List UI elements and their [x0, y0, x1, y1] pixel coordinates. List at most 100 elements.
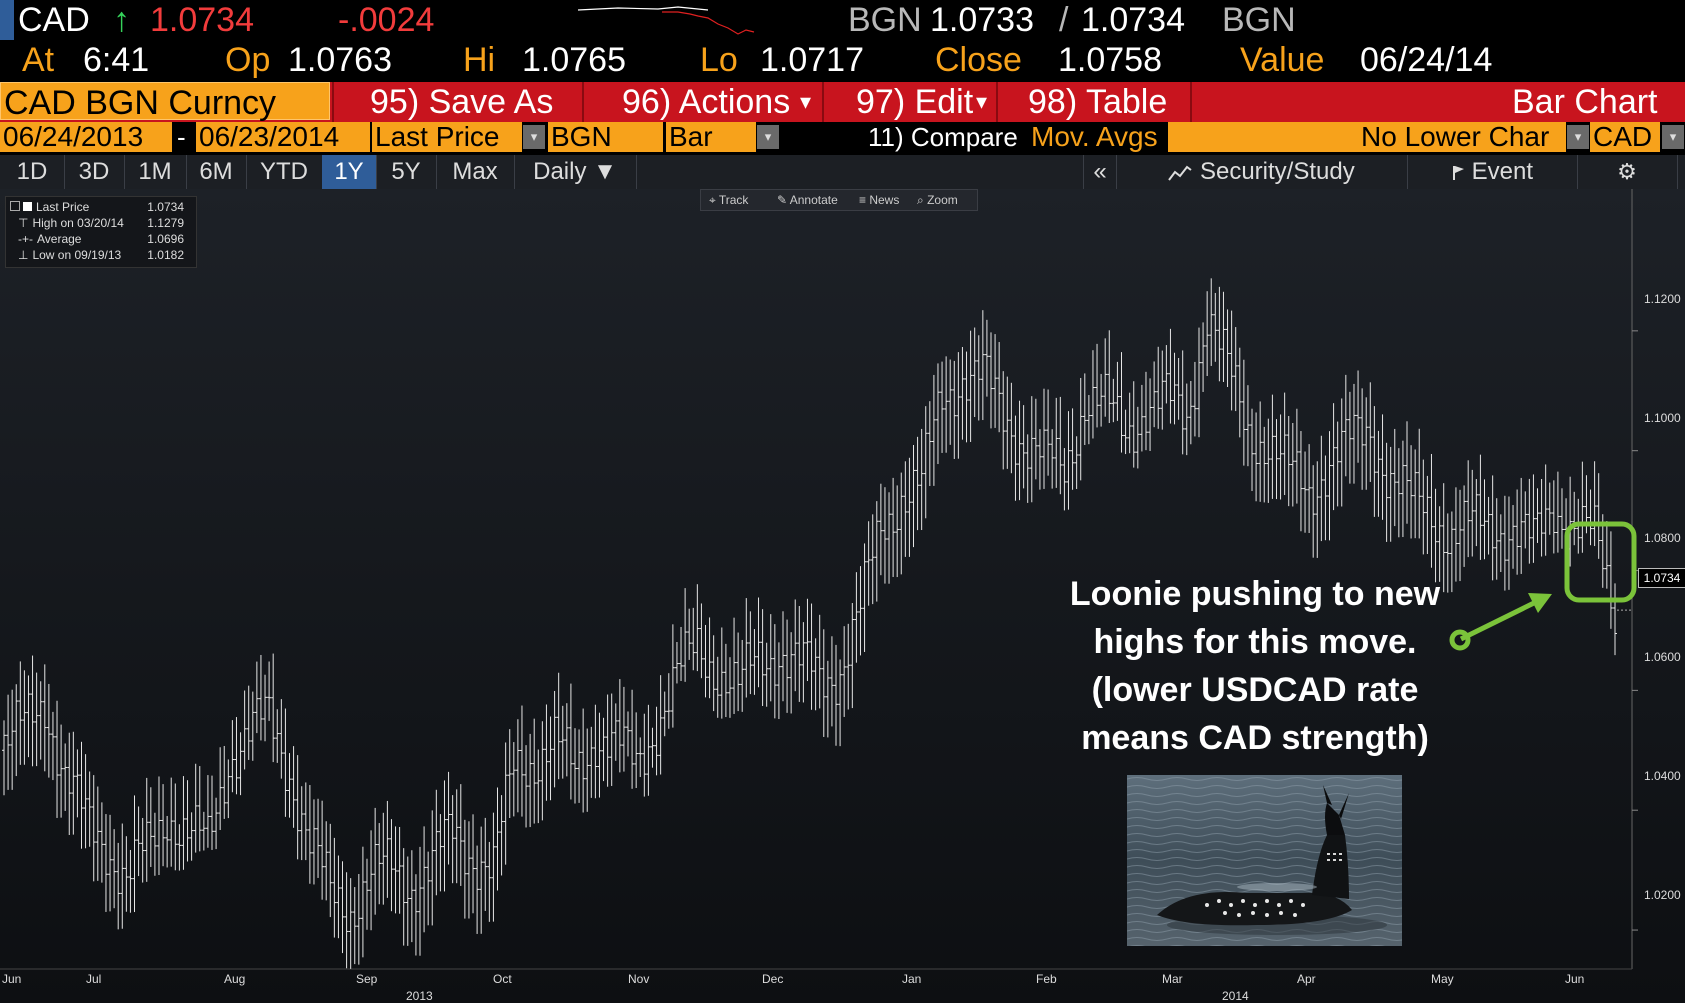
x-tick-label: Mar — [1162, 972, 1183, 986]
mov-avgs-field[interactable] — [1168, 122, 1358, 152]
lower-chart-select[interactable]: No Lower Char — [1358, 122, 1566, 152]
callout-arrow-line — [1459, 597, 1542, 642]
ask-price: 1.0734 — [1081, 1, 1185, 39]
tab-1y[interactable]: 1Y — [322, 155, 377, 189]
legend-label: Average — [37, 232, 82, 246]
chevron-down-icon[interactable]: ▾ — [800, 89, 812, 114]
chevron-down-icon[interactable]: ▾ — [523, 125, 545, 149]
net-change: -.0024 — [338, 1, 435, 39]
series-swatch-icon — [23, 202, 32, 211]
average-marker-icon: -+- — [18, 232, 33, 246]
gear-icon[interactable]: ⚙ — [1577, 155, 1678, 189]
chevron-down-icon[interactable]: ▾ — [1662, 125, 1684, 149]
menu-divider — [822, 82, 824, 122]
page-title: Bar Chart — [1512, 83, 1658, 121]
currency-field[interactable]: CAD — [1590, 122, 1660, 152]
actions-button[interactable]: 96) Actions — [622, 83, 791, 121]
legend-row-average: -+- Average 1.0696 — [10, 231, 190, 247]
y-tick-label: 1.0200 — [1644, 888, 1681, 902]
chart-panel — [0, 189, 1685, 1003]
chart-legend[interactable]: Last Price 1.0734 ⊤ High on 03/20/14 1.1279… — [5, 196, 197, 268]
callout-box — [1564, 521, 1637, 603]
x-tick-label: Jul — [86, 972, 102, 986]
tab-max[interactable]: Max — [436, 155, 515, 189]
menu-divider — [1190, 82, 1192, 122]
x-tick-label: Oct — [493, 972, 512, 986]
annotate-label: Annotate — [789, 193, 838, 207]
tab-1m[interactable]: 1M — [124, 155, 187, 189]
x-tick-label: Feb — [1036, 972, 1057, 986]
save-as-button[interactable]: 95) Save As — [370, 83, 554, 121]
tab-ytd[interactable]: YTD — [246, 155, 323, 189]
event-button[interactable]: Event — [1407, 155, 1578, 189]
menu-divider — [332, 82, 334, 122]
legend-label: High on 03/20/14 — [32, 216, 124, 230]
high-marker-icon: ⊤ — [18, 216, 29, 230]
collapse-icon[interactable]: « — [1083, 155, 1117, 189]
up-arrow-icon: ↑ — [113, 1, 130, 39]
annotation-line: highs for this move. — [1093, 623, 1417, 661]
open-label: Op — [225, 41, 271, 79]
mov-avgs-button[interactable]: Mov. Avgs — [1031, 122, 1158, 152]
year-label: 2014 — [1222, 989, 1249, 1003]
tab-5y[interactable]: 5Y — [376, 155, 437, 189]
ticker-symbol: CAD — [18, 1, 90, 39]
menu-divider — [996, 82, 998, 122]
news-label: News — [869, 193, 900, 207]
high-value: 1.0765 — [522, 41, 626, 79]
news-button[interactable]: ≡ News — [859, 190, 899, 210]
collapse-toggle-icon[interactable] — [10, 201, 20, 211]
last-price: 1.0734 — [150, 1, 254, 39]
open-value: 1.0763 — [288, 41, 392, 79]
frequency-select[interactable]: Daily ▼ — [514, 155, 637, 189]
loon-photo — [1127, 775, 1402, 946]
close-value: 1.0758 — [1058, 41, 1162, 79]
tab-6m[interactable]: 6M — [186, 155, 247, 189]
date-range-dash: - — [177, 122, 186, 152]
legend-value: 1.0734 — [147, 200, 184, 214]
legend-value: 1.1279 — [147, 216, 184, 230]
x-tick-label: Dec — [762, 972, 784, 986]
news-icon: ≡ — [859, 193, 870, 207]
price-chart[interactable] — [0, 189, 1685, 1003]
tab-1d[interactable]: 1D — [0, 155, 65, 189]
y-tick-label: 1.0400 — [1644, 769, 1681, 783]
x-tick-label: Aug — [224, 972, 246, 986]
legend-value: 1.0182 — [147, 248, 184, 262]
year-label: 2013 — [406, 989, 433, 1003]
close-label: Close — [935, 41, 1022, 79]
table-button[interactable]: 98) Table — [1028, 83, 1168, 121]
end-date-field[interactable]: 06/23/2014 — [196, 122, 370, 152]
security-study-label: Security/Study — [1199, 158, 1355, 185]
source-field[interactable]: BGN — [548, 122, 663, 152]
track-label: Track — [718, 193, 749, 207]
callout-arrowhead — [1528, 593, 1552, 613]
x-tick-label: Sep — [356, 972, 378, 986]
security-name[interactable]: CAD BGN Curncy — [0, 82, 330, 122]
x-tick-label: Apr — [1297, 972, 1316, 986]
menu-divider — [582, 82, 584, 122]
chart-style-select[interactable]: Bar — [666, 122, 756, 152]
zoom-button[interactable]: ⌕ Zoom — [917, 190, 958, 210]
chevron-down-icon[interactable]: ▾ — [757, 125, 779, 149]
start-date-field[interactable]: 06/24/2013 — [0, 122, 172, 152]
legend-value: 1.0696 — [147, 232, 184, 246]
x-tick-label: Nov — [628, 972, 650, 986]
edit-button[interactable]: 97) Edit — [856, 83, 974, 121]
chevron-down-icon[interactable]: ▾ — [976, 89, 988, 114]
y-tick-label: 1.1000 — [1644, 411, 1681, 425]
zoom-label: Zoom — [927, 193, 958, 207]
annotate-button[interactable]: ✎ Annotate — [777, 190, 838, 210]
tab-3d[interactable]: 3D — [64, 155, 125, 189]
last-price-tag: 1.0734 — [1638, 568, 1685, 588]
price-type-select[interactable]: Last Price — [372, 122, 522, 152]
compare-button[interactable]: 11) Compare — [868, 122, 1018, 152]
period-tabbar: 1D 3D 1M 6M YTD 1Y 5Y Max Daily ▼ « Secu… — [0, 155, 1685, 189]
chevron-down-icon[interactable]: ▾ — [1567, 125, 1589, 149]
menu-bar: CAD BGN Curncy 95) Save As 96) Actions ▾… — [0, 82, 1685, 122]
track-button[interactable]: ⌖ Track — [709, 190, 748, 210]
value-date: 06/24/14 — [1360, 41, 1493, 79]
security-study-button[interactable]: Security/Study — [1115, 155, 1408, 189]
bid-source: BGN — [848, 1, 922, 39]
chart-annotation[interactable]: Loonie pushing to new highs for this mov… — [1030, 570, 1480, 762]
